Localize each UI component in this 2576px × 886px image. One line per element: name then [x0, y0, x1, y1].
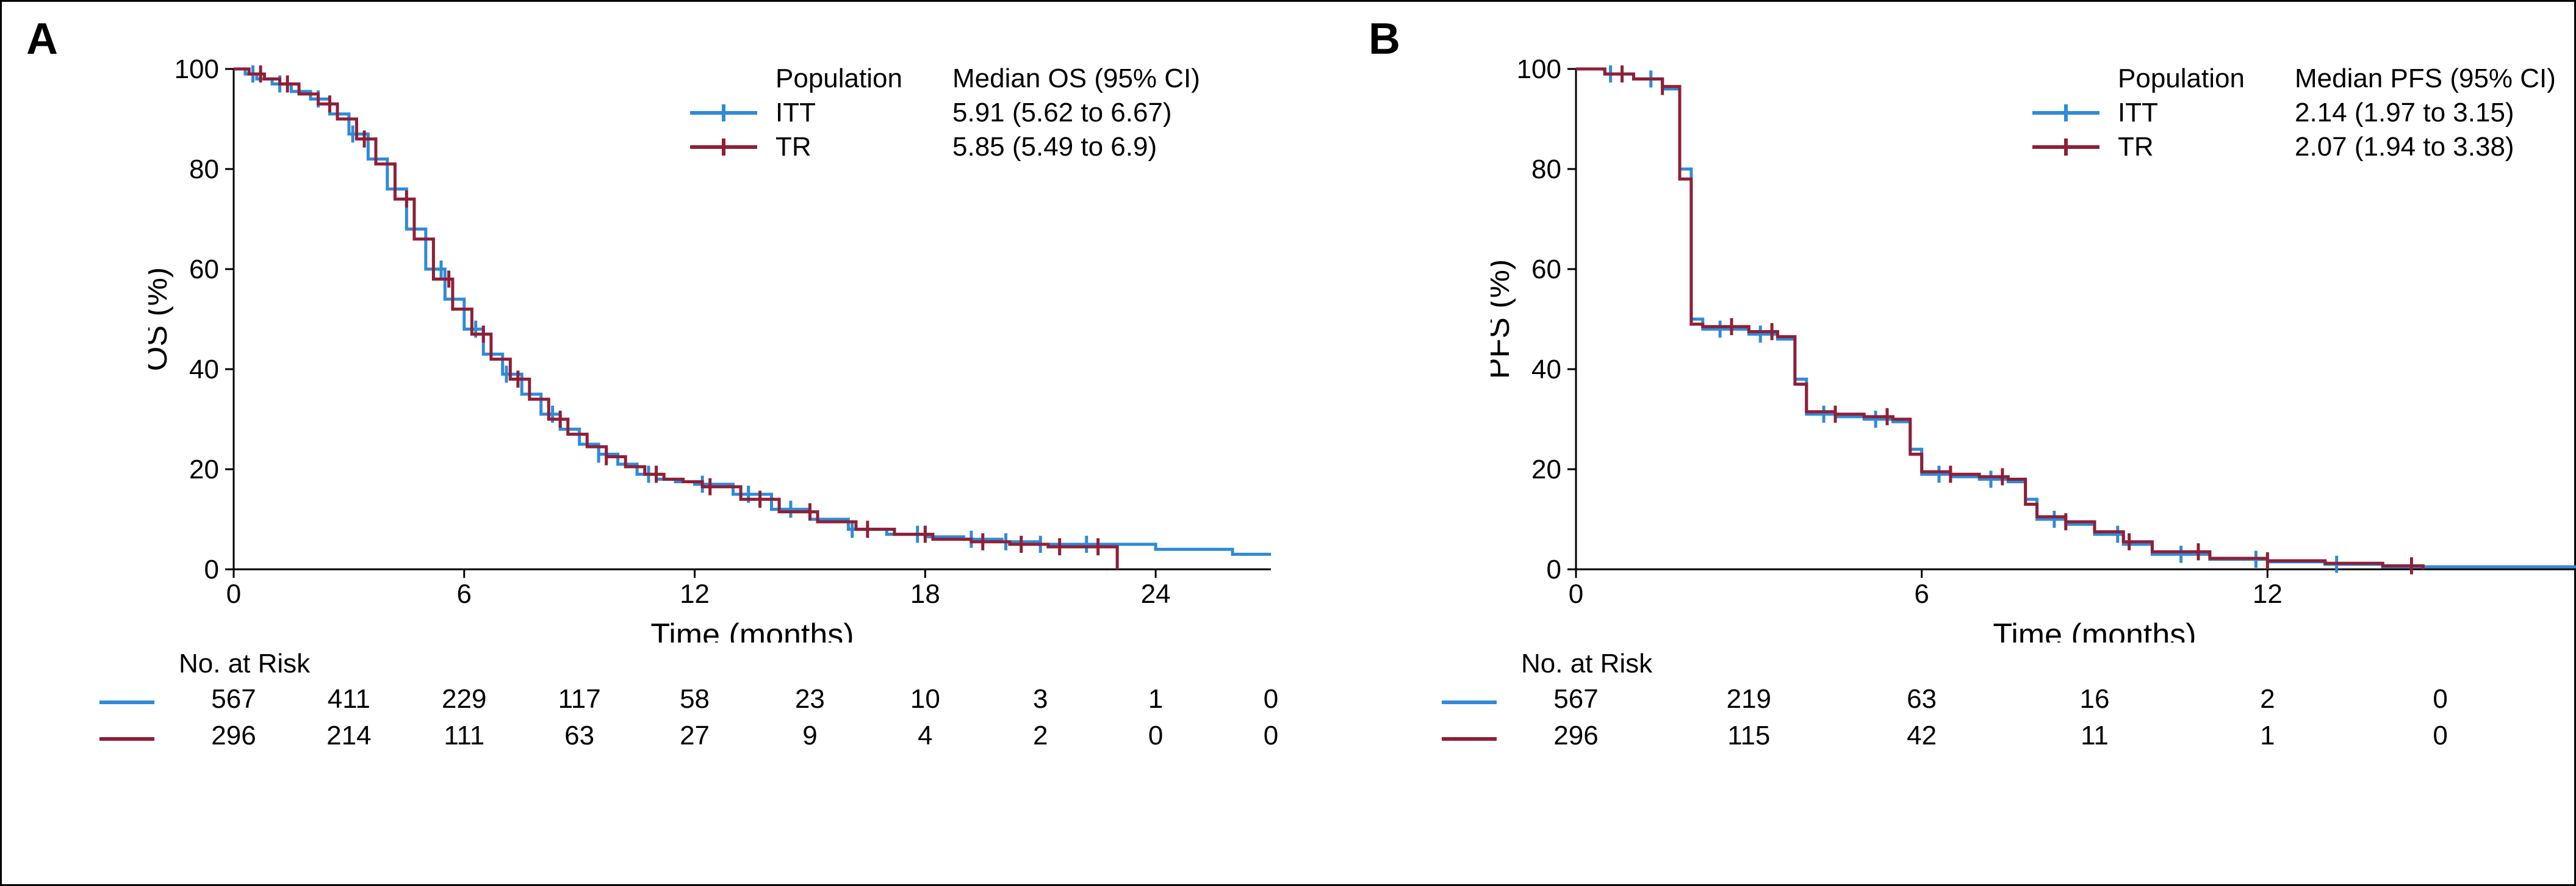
legend-header-stat: Median OS (95% CI)	[952, 63, 1200, 93]
y-tick-label: 20	[189, 455, 219, 484]
risk-cell: 214	[318, 721, 380, 751]
x-tick-label: 18	[910, 579, 940, 609]
risk-cell: 9	[779, 721, 840, 751]
legend-series-stat: 5.91 (5.62 to 6.67)	[952, 98, 1172, 128]
risk-cell: 4	[894, 721, 955, 751]
risk-cell: 23	[779, 684, 840, 715]
panel-b: B 020406080100061218Time (months)PFS (%)…	[1344, 2, 2576, 884]
risk-cell: 63	[1891, 684, 1952, 715]
y-tick-label: 40	[1531, 355, 1561, 384]
risk-cell: 411	[318, 684, 380, 715]
x-tick-label: 24	[1141, 579, 1171, 609]
x-tick-label: 0	[226, 579, 241, 609]
legend-series-stat: 5.85 (5.49 to 6.9)	[952, 132, 1157, 162]
risk-swatch	[99, 701, 154, 704]
chart-area: 0 20 40 60 80 100 0 6 12 18 24 Time (months) OS (%) P…	[148, 45, 1295, 643]
x-axis-title: Time (months)	[650, 618, 854, 643]
risk-cell: 2	[2237, 684, 2298, 715]
legend: Population Median OS (95% CI) ITT 5.91 (5.6…	[690, 63, 1200, 162]
risk-row: 296214111632794200	[99, 721, 1295, 757]
risk-swatch	[99, 737, 154, 741]
risk-table-title: No. at Risk	[179, 649, 1295, 679]
y-tick-label: 20	[1531, 455, 1561, 484]
risk-cell: 0	[1240, 721, 1301, 751]
risk-cell: 0	[2410, 684, 2471, 715]
risk-cell: 296	[203, 721, 264, 751]
risk-table-title: No. at Risk	[1521, 649, 2576, 679]
risk-cell: 219	[1718, 684, 1779, 715]
risk-cell: 115	[1718, 721, 1779, 751]
risk-cell: 42	[1891, 721, 1952, 751]
risk-cell: 117	[549, 684, 610, 715]
y-tick-label: 80	[189, 154, 219, 184]
y-tick-label: 0	[1547, 555, 1561, 585]
risk-cell: 2	[1010, 721, 1071, 751]
risk-cell: 1	[2237, 721, 2298, 751]
risk-cells: 567411229117582310310	[234, 684, 1295, 721]
km-plot: 0 20 40 60 80 100 0 6 12 18 24 Time (months) OS (%) P…	[148, 45, 1295, 643]
x-tick-label: 0	[1569, 579, 1583, 609]
risk-cell: 3	[1010, 684, 1071, 715]
risk-cell: 567	[203, 684, 264, 715]
risk-row: 5672196316200	[1442, 684, 2576, 721]
km-plot: 020406080100061218Time (months)PFS (%)Po…	[1491, 45, 2576, 643]
legend-header-population: Population	[2118, 63, 2245, 93]
y-axis-title: OS (%)	[148, 267, 174, 371]
panel-a-label: A	[26, 14, 58, 64]
panel-a: A 02040608010006121824Time (months)OS (%…	[2, 2, 1344, 884]
x-tick-label: 12	[680, 579, 710, 609]
legend-series-name: ITT	[2118, 98, 2158, 128]
risk-cell: 296	[1545, 721, 1606, 751]
risk-cell: 11	[2064, 721, 2125, 751]
y-tick-label: 40	[189, 355, 219, 384]
risk-table: No. at Risk56721963162002961154211100	[1442, 649, 2576, 757]
risk-cell: 0	[1240, 684, 1301, 715]
legend-series-stat: 2.14 (1.97 to 3.15)	[2295, 98, 2514, 128]
risk-cell: 58	[664, 684, 725, 715]
risk-cell: 567	[1545, 684, 1606, 715]
risk-swatch	[1442, 737, 1497, 741]
y-tick-label: 0	[204, 555, 219, 585]
x-axis-title: Time (months)	[1993, 618, 2196, 643]
chart-area: 020406080100061218Time (months)PFS (%)Po…	[1491, 45, 2576, 643]
legend-header-stat: Median PFS (95% CI)	[2295, 63, 2556, 93]
risk-cell: 229	[434, 684, 495, 715]
y-tick-label: 100	[174, 54, 219, 84]
risk-cell: 0	[2410, 721, 2471, 751]
risk-cell: 10	[894, 684, 955, 715]
risk-row: 2961154211100	[1442, 721, 2576, 757]
risk-table: No. at Risk56741122911758231031029621411…	[99, 649, 1295, 757]
x-tick-label: 6	[457, 579, 472, 609]
legend-series-stat: 2.07 (1.94 to 3.38)	[2295, 132, 2514, 162]
x-tick-label: 6	[1914, 579, 1929, 609]
risk-swatch	[1442, 701, 1497, 704]
panel-b-label: B	[1369, 14, 1400, 64]
y-tick-label: 100	[1517, 54, 1561, 84]
legend: Population Median PFS (95% CI) ITT 2.14 (1.…	[2032, 63, 2556, 162]
risk-row: 567411229117582310310	[99, 684, 1295, 721]
x-tick-label: 12	[2253, 579, 2283, 609]
y-tick-label: 60	[189, 254, 219, 284]
legend-series-name: TR	[2118, 132, 2154, 162]
risk-cells: 5672196316200	[1576, 684, 2576, 721]
risk-cell: 111	[434, 721, 495, 751]
risk-cells: 2961154211100	[1576, 721, 2576, 757]
figure-container: A 02040608010006121824Time (months)OS (%…	[0, 0, 2576, 886]
legend-series-name: TR	[775, 132, 811, 162]
risk-cells: 296214111632794200	[234, 721, 1295, 757]
risk-cell: 1	[1125, 684, 1186, 715]
risk-cell: 63	[549, 721, 610, 751]
y-tick-label: 60	[1531, 254, 1561, 284]
risk-cell: 16	[2064, 684, 2125, 715]
y-axis-title: PFS (%)	[1491, 259, 1516, 379]
legend-series-name: ITT	[775, 98, 816, 128]
legend-header-population: Population	[775, 63, 902, 93]
y-tick-label: 80	[1531, 154, 1561, 184]
risk-cell: 27	[664, 721, 725, 751]
risk-cell: 0	[1125, 721, 1186, 751]
